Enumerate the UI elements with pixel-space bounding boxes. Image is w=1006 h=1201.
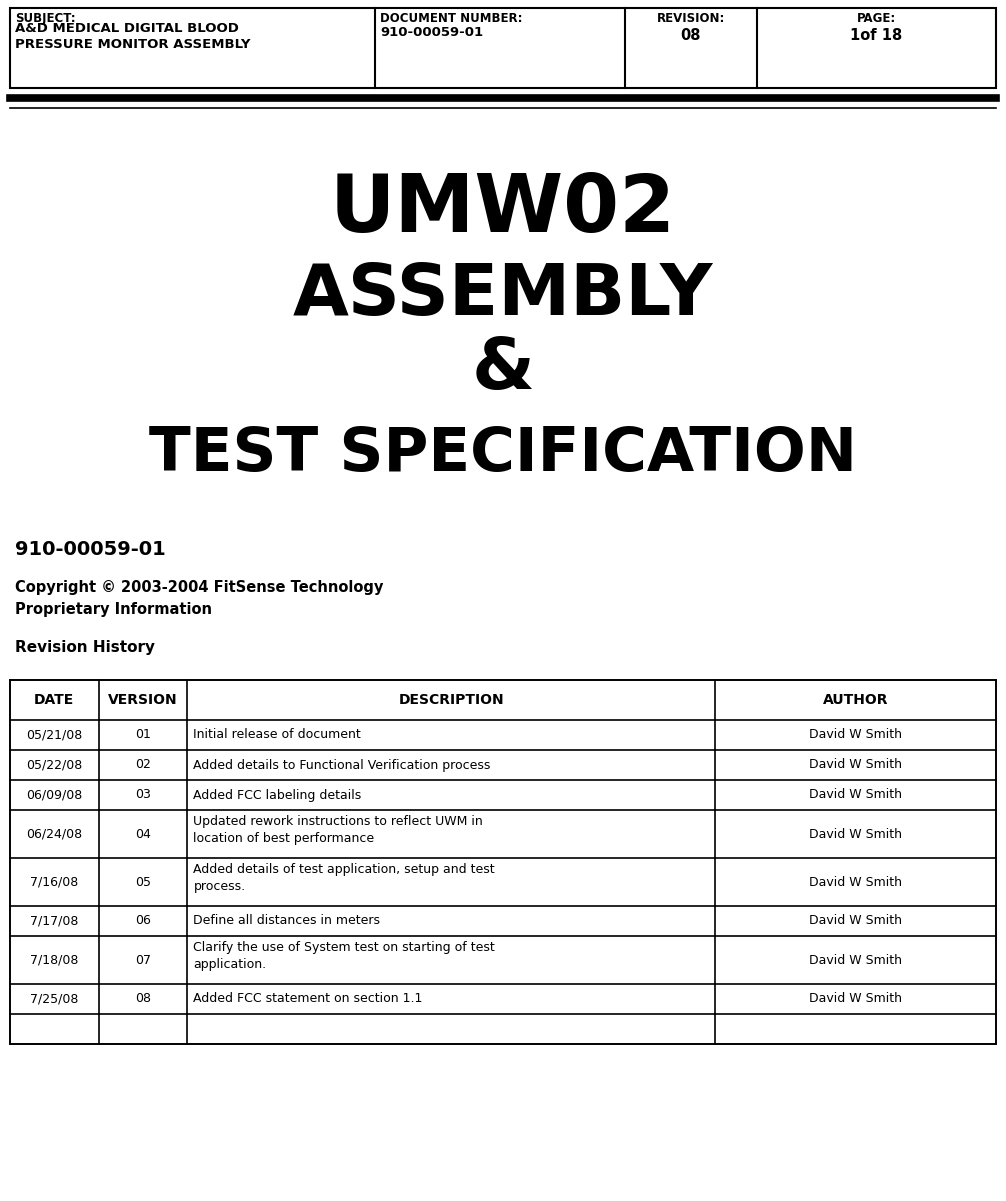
- Text: ASSEMBLY: ASSEMBLY: [293, 261, 713, 329]
- Text: 07: 07: [135, 954, 151, 967]
- Text: Initial release of document: Initial release of document: [193, 729, 361, 741]
- Text: 7/16/08: 7/16/08: [30, 876, 78, 889]
- Text: David W Smith: David W Smith: [809, 954, 902, 967]
- Text: TEST SPECIFICATION: TEST SPECIFICATION: [149, 425, 857, 484]
- Text: &: &: [472, 335, 534, 405]
- Text: 06: 06: [135, 914, 151, 927]
- Text: 05: 05: [135, 876, 151, 889]
- Text: 04: 04: [135, 827, 151, 841]
- Text: David W Smith: David W Smith: [809, 729, 902, 741]
- Text: David W Smith: David W Smith: [809, 876, 902, 889]
- Text: 7/17/08: 7/17/08: [30, 914, 78, 927]
- Text: 05/21/08: 05/21/08: [26, 729, 82, 741]
- Text: 08: 08: [681, 28, 701, 43]
- Text: 7/25/08: 7/25/08: [30, 992, 78, 1005]
- Text: David W Smith: David W Smith: [809, 827, 902, 841]
- Text: Added FCC statement on section 1.1: Added FCC statement on section 1.1: [193, 992, 423, 1005]
- Text: 02: 02: [135, 759, 151, 771]
- Text: David W Smith: David W Smith: [809, 992, 902, 1005]
- Text: Added details to Functional Verification process: Added details to Functional Verification…: [193, 759, 491, 771]
- Text: 06/09/08: 06/09/08: [26, 789, 82, 801]
- Text: DESCRIPTION: DESCRIPTION: [398, 693, 504, 707]
- Text: David W Smith: David W Smith: [809, 914, 902, 927]
- Text: 03: 03: [135, 789, 151, 801]
- Text: 01: 01: [135, 729, 151, 741]
- Text: 05/22/08: 05/22/08: [26, 759, 82, 771]
- Text: Copyright © 2003-2004 FitSense Technology: Copyright © 2003-2004 FitSense Technolog…: [15, 580, 383, 594]
- Text: Added details of test application, setup and test
process.: Added details of test application, setup…: [193, 864, 495, 894]
- Bar: [10, 680, 996, 1044]
- Text: 06/24/08: 06/24/08: [26, 827, 82, 841]
- Text: AUTHOR: AUTHOR: [823, 693, 888, 707]
- Text: PAGE:: PAGE:: [857, 12, 896, 25]
- Text: SUBJECT:: SUBJECT:: [15, 12, 75, 25]
- Text: David W Smith: David W Smith: [809, 759, 902, 771]
- Text: 1of 18: 1of 18: [850, 28, 902, 43]
- Text: 910-00059-01: 910-00059-01: [380, 26, 483, 38]
- Text: David W Smith: David W Smith: [809, 789, 902, 801]
- Text: UMW02: UMW02: [330, 171, 676, 249]
- Text: Define all distances in meters: Define all distances in meters: [193, 914, 380, 927]
- Text: Added FCC labeling details: Added FCC labeling details: [193, 789, 362, 801]
- Bar: [10, 8, 996, 88]
- Text: REVISION:: REVISION:: [657, 12, 725, 25]
- Text: DATE: DATE: [34, 693, 74, 707]
- Text: DOCUMENT NUMBER:: DOCUMENT NUMBER:: [380, 12, 522, 25]
- Text: A&D MEDICAL DIGITAL BLOOD
PRESSURE MONITOR ASSEMBLY: A&D MEDICAL DIGITAL BLOOD PRESSURE MONIT…: [15, 22, 250, 50]
- Text: Updated rework instructions to reflect UWM in
location of best performance: Updated rework instructions to reflect U…: [193, 815, 483, 846]
- Text: 7/18/08: 7/18/08: [30, 954, 78, 967]
- Text: Clarify the use of System test on starting of test
application.: Clarify the use of System test on starti…: [193, 942, 495, 970]
- Text: Proprietary Information: Proprietary Information: [15, 602, 212, 617]
- Text: Revision History: Revision History: [15, 640, 155, 655]
- Text: 910-00059-01: 910-00059-01: [15, 540, 166, 558]
- Text: 08: 08: [135, 992, 151, 1005]
- Text: VERSION: VERSION: [109, 693, 178, 707]
